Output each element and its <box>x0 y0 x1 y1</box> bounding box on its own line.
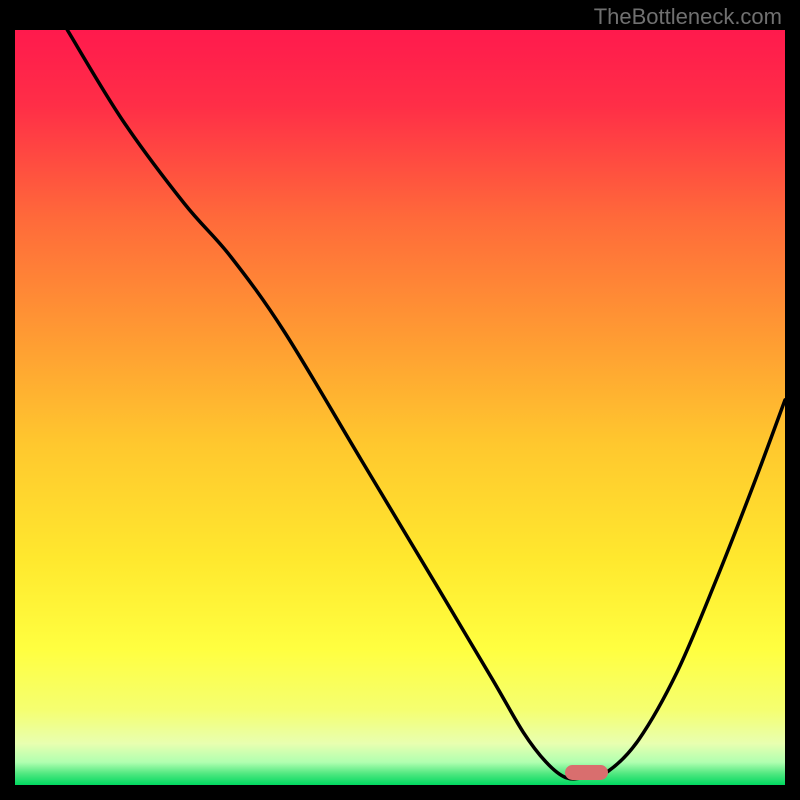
bottleneck-chart <box>15 30 785 785</box>
optimal-marker <box>565 765 607 780</box>
watermark: TheBottleneck.com <box>594 4 782 30</box>
bottleneck-curve <box>15 30 785 785</box>
